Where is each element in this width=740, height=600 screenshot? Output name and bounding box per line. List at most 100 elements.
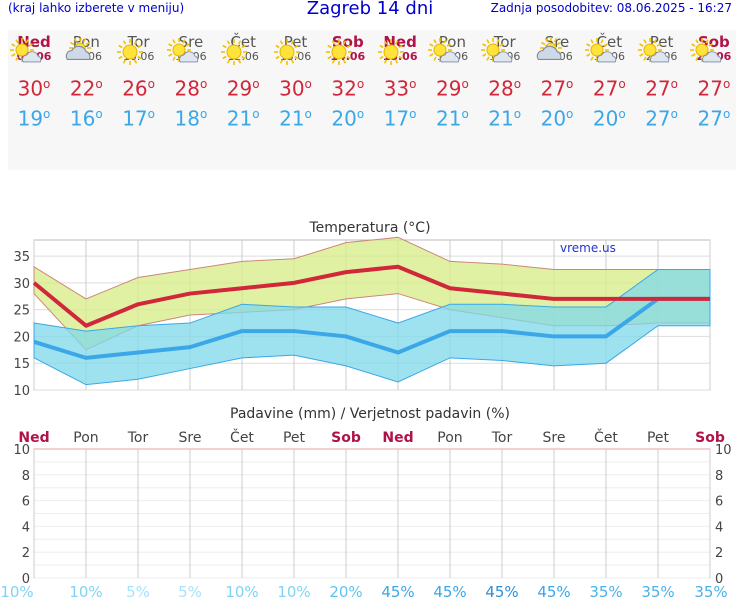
- precip-day-label: Ned: [18, 430, 49, 446]
- max-temperature: 27o: [645, 76, 678, 101]
- min-temperature: 21o: [279, 106, 312, 131]
- precip-day-label: Pon: [437, 430, 462, 446]
- min-temperature: 19o: [17, 106, 51, 131]
- precip-day-label: Sob: [695, 430, 725, 446]
- precipitation-probability: 5%: [126, 583, 150, 600]
- max-temperature: 29o: [435, 76, 469, 101]
- min-temperature: 21o: [226, 106, 260, 131]
- precip-day-label: Pon: [73, 430, 98, 446]
- y-tick-label-left: 0: [22, 572, 30, 587]
- precip-day-label: Sre: [179, 430, 202, 446]
- max-temperature: 32o: [331, 76, 365, 101]
- precipitation-probability: 10%: [225, 583, 258, 600]
- day-column: Ned08.0630o19o: [8, 30, 60, 129]
- precipitation-chart-title: Padavine (mm) / Verjetnost padavin (%): [230, 406, 510, 422]
- y-tick-label-right: 8: [715, 469, 723, 484]
- precip-day-label: Tor: [491, 430, 513, 446]
- y-tick-label-left: 2: [22, 546, 30, 561]
- precipitation-probability: 35%: [589, 583, 622, 600]
- day-name: Čet: [596, 33, 623, 51]
- day-name: Pet: [649, 33, 674, 51]
- y-tick-label-left: 6: [22, 495, 30, 510]
- precipitation-probability: 45%: [485, 583, 518, 600]
- y-tick-label-left: 8: [22, 469, 30, 484]
- day-column: Čet19.0627o20o: [583, 30, 635, 129]
- precip-day-label: Sre: [543, 430, 566, 446]
- precip-day-label: Pet: [647, 430, 670, 446]
- temperature-chart-title: Temperatura (°C): [309, 220, 431, 236]
- y-tick-label: 10: [13, 384, 30, 399]
- max-temperature: 33o: [383, 76, 417, 101]
- max-temperature: 27o: [540, 76, 574, 101]
- y-tick-label: 15: [13, 357, 30, 372]
- max-temperature: 28o: [174, 76, 208, 101]
- precip-day-label: Tor: [127, 430, 149, 446]
- watermark: vreme.us: [560, 241, 616, 255]
- max-temperature-line: [32, 264, 710, 328]
- y-tick-label-left: 10: [13, 443, 30, 458]
- menu-hint: (kraj lahko izberete v meniju): [8, 1, 185, 15]
- min-temperature-range-band: [33, 268, 711, 386]
- y-tick-label-left: 4: [22, 520, 30, 535]
- y-tick-label-right: 6: [715, 495, 723, 510]
- precip-day-label: Pet: [283, 430, 306, 446]
- min-temperature: 20o: [331, 106, 365, 131]
- precipitation-probability: 45%: [537, 583, 570, 600]
- precipitation-probability: 10%: [277, 583, 310, 600]
- max-temperature: 30o: [279, 76, 312, 101]
- min-temperature-line: [33, 296, 710, 360]
- top-bar: (kraj lahko izberete v meniju) Zagreb 14…: [0, 0, 740, 22]
- precip-day-label: Ned: [382, 430, 413, 446]
- precipitation-probability: 5%: [178, 583, 202, 600]
- last-updated: Zadnja posodobitev: 08.06.2025 - 16:27: [490, 1, 732, 15]
- min-temperature: 20o: [540, 106, 574, 131]
- y-tick-label-right: 2: [715, 546, 723, 561]
- day-column: Tor17.0628o21o: [479, 30, 531, 129]
- day-name: Tor: [493, 33, 516, 51]
- y-tick-label-right: 10: [715, 443, 732, 458]
- min-temperature: 18o: [174, 106, 208, 131]
- day-column: Ned 15.06 33o 17o: [374, 30, 426, 129]
- y-tick-label-right: 4: [715, 520, 723, 535]
- max-temperature: 27o: [592, 76, 626, 101]
- max-temperature: 26o: [122, 76, 155, 101]
- precip-day-label: Sob: [331, 430, 361, 446]
- max-temperature: 28o: [488, 76, 522, 101]
- precip-day-label: Čet: [230, 428, 254, 446]
- day-column: Pet 13.06 30o 21o: [270, 30, 322, 129]
- day-column: Tor 10.06 26o 17o: [113, 30, 165, 129]
- min-temperature: 21o: [435, 106, 469, 131]
- min-temperature: 27o: [645, 106, 678, 131]
- y-tick-label: 20: [13, 330, 30, 345]
- min-temperature: 17o: [383, 106, 417, 131]
- day-column: Sob21.0627o27o: [688, 30, 740, 129]
- precipitation-probability: 35%: [694, 583, 727, 600]
- max-temperature: 30o: [17, 76, 51, 101]
- y-tick-label-right: 0: [715, 572, 723, 587]
- precipitation-probability: 35%: [641, 583, 674, 600]
- precip-day-label: Čet: [594, 428, 618, 446]
- day-column: Sre18.0627o20o: [531, 30, 583, 129]
- max-temperature: 22o: [69, 76, 103, 101]
- precipitation-probability: 20%: [329, 583, 362, 600]
- min-temperature: 16o: [69, 106, 103, 131]
- day-column: Pet20.0627o27o: [636, 30, 688, 129]
- precipitation-probability: 45%: [381, 583, 414, 600]
- max-temperature: 29o: [226, 76, 260, 101]
- day-name: Pon: [438, 33, 466, 51]
- min-temperature: 20o: [592, 106, 626, 131]
- precipitation-probability: 10%: [69, 583, 102, 600]
- daily-forecast-strip: Ned08.0630o19oPon09.0622o16oTor10.0626o1…: [8, 30, 736, 170]
- day-column: Sob 14.06 32o 20o: [322, 30, 374, 129]
- day-name: Sre: [178, 33, 204, 51]
- precipitation-probability: 10%: [0, 583, 33, 600]
- min-temperature: 21o: [488, 106, 522, 131]
- page-title: Zagreb 14 dni: [306, 0, 434, 19]
- min-temperature: 27o: [697, 106, 731, 131]
- min-temperature: 17o: [122, 106, 155, 131]
- y-tick-label: 30: [13, 277, 30, 292]
- max-temperature: 27o: [697, 76, 731, 101]
- y-tick-label: 35: [13, 250, 30, 265]
